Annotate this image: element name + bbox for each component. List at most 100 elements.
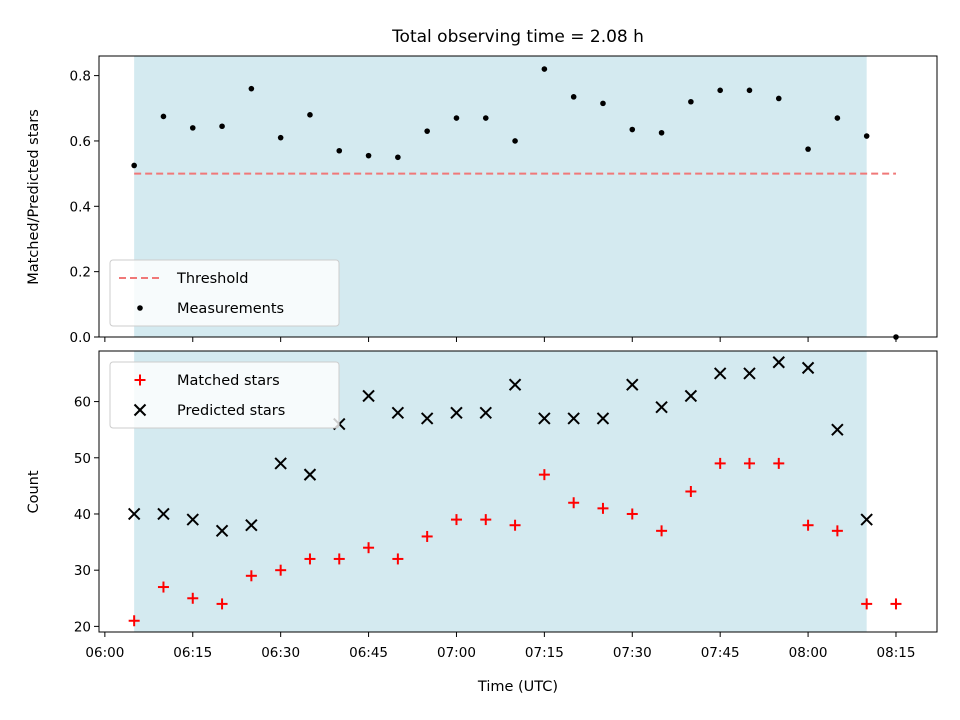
x-b bbox=[479, 406, 492, 420]
data-point bbox=[509, 519, 521, 531]
x-b bbox=[508, 378, 522, 391]
data-point bbox=[450, 514, 462, 526]
x-b bbox=[186, 513, 199, 526]
data-point bbox=[597, 502, 609, 514]
legend: Threshold Measurements bbox=[109, 259, 340, 327]
data-point bbox=[333, 553, 345, 565]
data-point bbox=[392, 553, 404, 565]
data-point bbox=[131, 162, 137, 169]
x-tick-label: 07:45 bbox=[701, 645, 740, 661]
x-tick-label: 08:15 bbox=[877, 645, 916, 661]
data-point bbox=[248, 85, 255, 92]
data-point bbox=[365, 152, 372, 159]
x-b bbox=[420, 412, 434, 425]
x-b bbox=[127, 507, 141, 521]
x-b bbox=[245, 519, 258, 532]
y-axis-label-count: Count bbox=[26, 470, 42, 513]
x-tick-label: 06:30 bbox=[261, 645, 300, 661]
y-tick-label: 0.8 bbox=[70, 69, 91, 85]
x-axis-label: Time (UTC) bbox=[477, 679, 558, 695]
x-b bbox=[215, 524, 229, 538]
x-tick-label: 07:00 bbox=[437, 645, 476, 661]
data-point bbox=[802, 519, 814, 531]
x-b bbox=[596, 412, 610, 425]
x-tick-label: 06:45 bbox=[349, 645, 388, 661]
x-b bbox=[133, 403, 147, 417]
data-point bbox=[717, 87, 723, 94]
y-tick-label: 0.4 bbox=[70, 199, 91, 215]
data-point bbox=[684, 389, 698, 403]
y-tick-label: 0.6 bbox=[70, 134, 91, 150]
plot-frame bbox=[98, 55, 938, 338]
legend-label: Measurements bbox=[177, 301, 284, 317]
ratio-panel: 0.0 0.2 0.4 0.6 0.8 Threshold Measurements bbox=[70, 55, 938, 346]
x-b bbox=[538, 412, 551, 425]
legend-box bbox=[109, 361, 340, 429]
data-point bbox=[626, 508, 638, 520]
legend-label: Threshold bbox=[176, 271, 248, 287]
data-point bbox=[512, 138, 518, 144]
x-b bbox=[450, 406, 463, 420]
data-point bbox=[629, 126, 636, 133]
data-point bbox=[805, 146, 811, 152]
data-point bbox=[743, 367, 756, 380]
data-point bbox=[685, 486, 697, 497]
x-b bbox=[157, 507, 170, 521]
data-point bbox=[831, 423, 844, 436]
y-tick-label: 40 bbox=[74, 507, 91, 523]
y-axis-label-ratio: Matched/Predicted stars bbox=[26, 109, 42, 285]
data-point bbox=[303, 468, 317, 481]
data-point bbox=[538, 412, 551, 425]
data-point bbox=[127, 507, 141, 521]
x-tick-label: 06:15 bbox=[173, 645, 212, 661]
data-point bbox=[714, 457, 726, 469]
plot-frame bbox=[98, 350, 938, 633]
data-point bbox=[570, 94, 577, 100]
data-point bbox=[395, 154, 401, 161]
legend: Matched stars Predicted stars bbox=[109, 361, 340, 429]
y-tick-label: 50 bbox=[74, 451, 91, 467]
data-point bbox=[336, 147, 343, 154]
data-point bbox=[219, 123, 225, 130]
data-point bbox=[480, 514, 492, 526]
data-point bbox=[453, 115, 460, 121]
legend-marker-x bbox=[133, 403, 147, 417]
data-point bbox=[656, 525, 668, 537]
legend-label: Matched stars bbox=[177, 373, 280, 389]
data-point bbox=[567, 412, 580, 425]
data-point bbox=[245, 570, 257, 582]
x-b bbox=[801, 361, 815, 375]
data-point bbox=[420, 412, 434, 425]
legend-marker-plus bbox=[134, 374, 146, 386]
data-point bbox=[275, 564, 287, 576]
x-b bbox=[743, 367, 756, 380]
data-point bbox=[362, 389, 375, 403]
data-point bbox=[421, 530, 433, 542]
x-b bbox=[303, 468, 317, 481]
data-point bbox=[479, 406, 492, 420]
data-point bbox=[773, 457, 785, 469]
x-b bbox=[831, 423, 844, 436]
data-point bbox=[274, 457, 287, 470]
data-point bbox=[160, 113, 167, 120]
data-point bbox=[658, 129, 665, 136]
data-point bbox=[541, 66, 548, 72]
data-point bbox=[186, 513, 199, 526]
data-point bbox=[215, 524, 229, 538]
data-point bbox=[277, 134, 284, 141]
data-point bbox=[245, 519, 258, 532]
data-point bbox=[834, 115, 841, 121]
data-point bbox=[890, 598, 902, 610]
x-b bbox=[567, 412, 580, 425]
data-point bbox=[157, 507, 170, 521]
data-point bbox=[626, 378, 639, 391]
data-point bbox=[363, 542, 375, 554]
data-point bbox=[655, 400, 668, 414]
x-b bbox=[772, 356, 785, 369]
x-b bbox=[860, 513, 873, 526]
data-point bbox=[508, 378, 522, 391]
x-b bbox=[684, 389, 698, 403]
x-b bbox=[713, 367, 727, 380]
legend-label: Predicted stars bbox=[177, 403, 285, 419]
